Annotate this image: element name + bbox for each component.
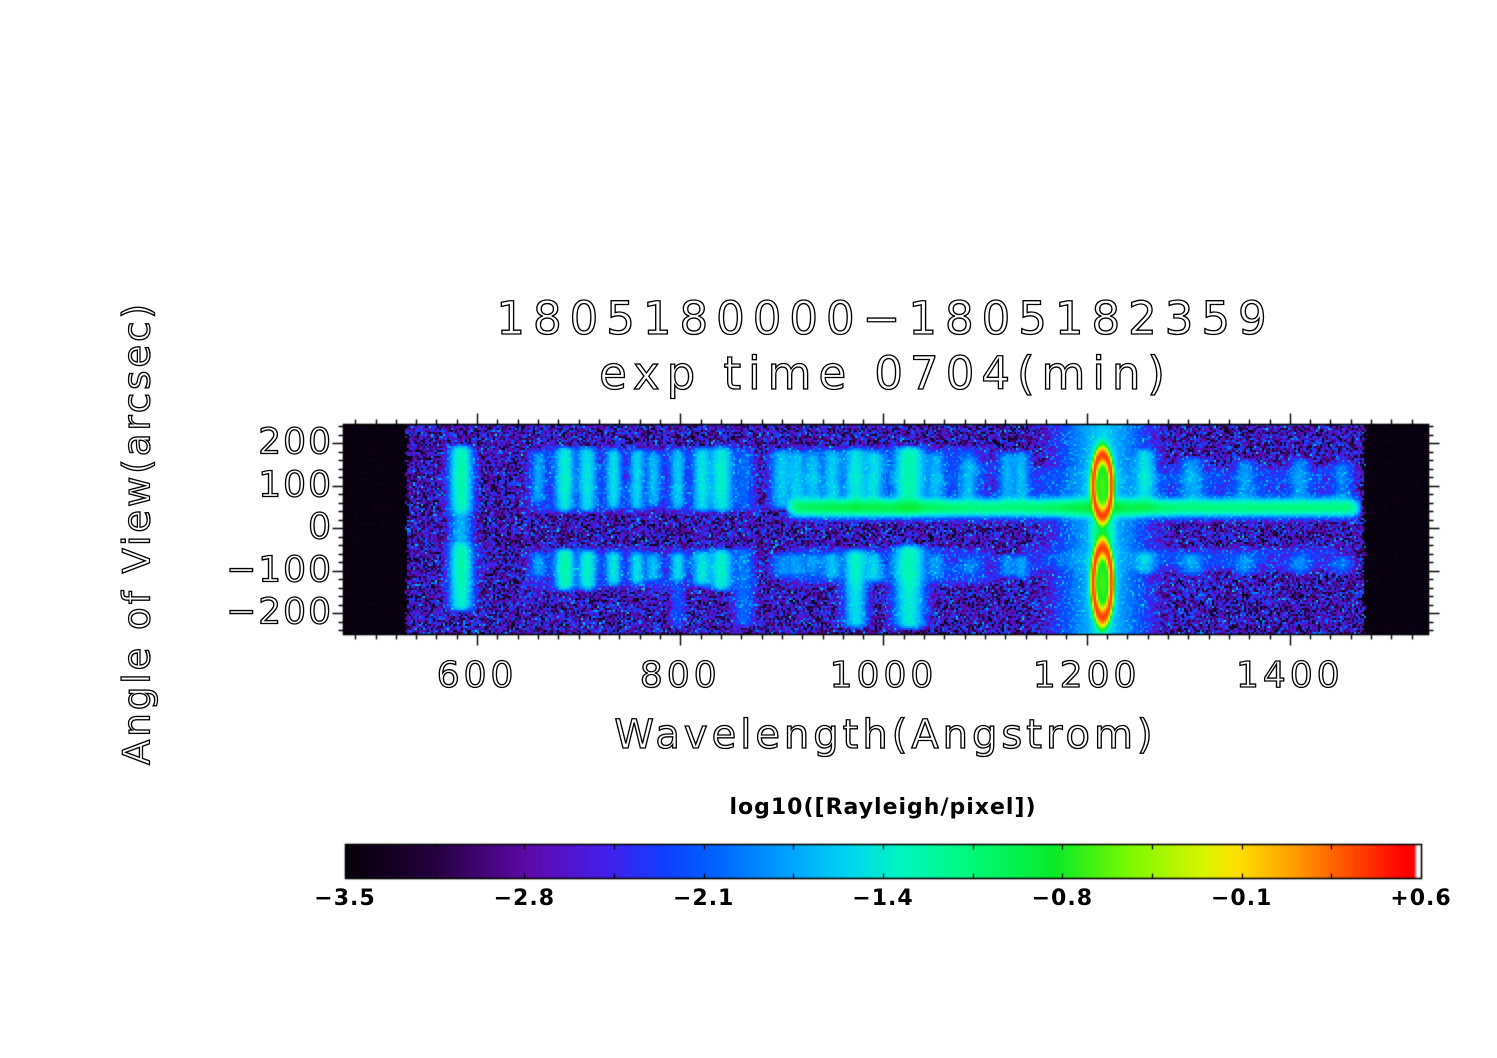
y-tick-label: −200 xyxy=(225,591,333,633)
x-tick-label: 1400 xyxy=(1235,654,1344,696)
y-axis-title: Angle of View(arcsec) xyxy=(115,300,159,765)
colorbar-tick-label: −2.8 xyxy=(493,886,556,911)
plot-title-line2: exp time 0704(min) xyxy=(598,346,1172,400)
y-tick-label: 100 xyxy=(258,464,333,506)
colorbar-tick-label: −0.1 xyxy=(1210,886,1273,911)
colorbar-tick-label: −3.5 xyxy=(314,886,376,911)
plot-title-line1: 1805180000−1805182359 xyxy=(496,291,1275,345)
colorbar-tick-label: −1.4 xyxy=(852,886,914,911)
x-tick-label: 800 xyxy=(639,654,721,696)
colorbar-title: log10([Rayleigh/pixel]) xyxy=(729,795,1037,820)
colorbar-tick-label: −0.8 xyxy=(1031,886,1094,911)
colorbar-tick-label: −2.1 xyxy=(672,886,735,911)
y-tick-label: 0 xyxy=(307,506,333,548)
x-tick-label: 1200 xyxy=(1032,654,1141,696)
x-tick-label: 600 xyxy=(436,654,518,696)
y-tick-label: −100 xyxy=(225,549,333,591)
x-tick-label: 1000 xyxy=(829,654,938,696)
y-tick-label: 200 xyxy=(258,421,333,463)
x-axis-title: Wavelength(Angstrom) xyxy=(614,711,1157,758)
colorbar-tick-label: +0.6 xyxy=(1390,886,1452,911)
